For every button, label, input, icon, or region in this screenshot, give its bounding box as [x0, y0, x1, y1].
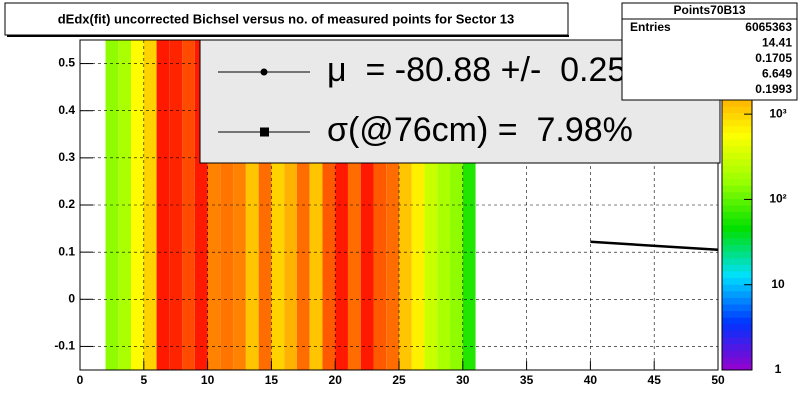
stats-title: Points70B13 [673, 3, 745, 17]
color-bar-step [722, 323, 752, 331]
y-tick-label: 0.1 [58, 244, 75, 258]
x-tick-label: 40 [584, 373, 598, 387]
color-bar-step [722, 251, 752, 259]
color-bar-step [722, 284, 752, 292]
color-bar-step [722, 218, 752, 226]
legend-marker [260, 68, 268, 76]
color-bar-step [722, 231, 752, 239]
color-bar-step [722, 132, 752, 140]
x-tick-label: 50 [711, 373, 725, 387]
color-bar-step [722, 172, 752, 180]
fit-line [590, 240, 719, 252]
color-bar-step [722, 112, 752, 120]
y-tick-label: 0.4 [58, 103, 75, 117]
x-tick-label: 10 [201, 373, 215, 387]
heatmap-cell [156, 40, 170, 370]
color-bar-step [722, 363, 752, 371]
color-bar-step [722, 264, 752, 272]
y-tick-label: 0.3 [58, 150, 75, 164]
color-bar-step [722, 139, 752, 147]
heatmap-cell [169, 40, 183, 370]
color-bar-step [722, 119, 752, 127]
color-bar-step [722, 125, 752, 133]
legend-marker [260, 127, 269, 137]
z-tick-label: 10² [769, 192, 786, 206]
color-bar-step [722, 106, 752, 114]
y-tick-label: -0.1 [54, 339, 75, 353]
color-bar-step [722, 277, 752, 285]
z-tick-label: 10 [771, 277, 785, 291]
legend-label: μ = -80.88 +/- 0.25 % [327, 51, 666, 89]
color-bar-step [722, 211, 752, 219]
color-bar-step [722, 158, 752, 166]
x-tick-label: 45 [648, 373, 662, 387]
x-tick-label: 5 [140, 373, 147, 387]
heatmap-cell [131, 40, 144, 370]
color-bar-step [722, 224, 752, 232]
color-bar-step [722, 271, 752, 279]
stats-label: Entries [630, 20, 671, 34]
stats-value: 0.1705 [755, 51, 792, 65]
color-bar-step [722, 178, 752, 186]
color-bar-step [722, 257, 752, 265]
color-bar-step [722, 304, 752, 312]
color-bar-step [722, 165, 752, 173]
color-bar-step [722, 337, 752, 345]
heatmap-cell [143, 40, 157, 370]
color-bar-step [722, 205, 752, 213]
color-bar-step [722, 290, 752, 298]
stats-value: 0.1993 [755, 82, 792, 96]
color-bar-step [722, 145, 752, 153]
color-bar-step [722, 185, 752, 193]
chart-title: dEdx(fit) uncorrected Bichsel versus no.… [58, 11, 515, 26]
stats-value: 6065363 [745, 20, 792, 34]
x-tick-label: 35 [520, 373, 534, 387]
color-bar-step [722, 99, 752, 107]
color-bar-step [722, 238, 752, 246]
color-bar-step [722, 152, 752, 160]
color-bar-step [722, 198, 752, 206]
stats-value: 6.649 [762, 67, 792, 81]
x-tick-label: 0 [77, 373, 84, 387]
y-tick-label: 0 [68, 291, 75, 305]
color-bar-step [722, 297, 752, 305]
color-bar-step [722, 310, 752, 318]
x-tick-label: 25 [392, 373, 406, 387]
stats-value: 14.41 [762, 36, 792, 50]
color-bar-step [722, 330, 752, 338]
title-box [4, 2, 569, 36]
z-tick-label: 1 [775, 362, 782, 376]
x-tick-label: 15 [265, 373, 279, 387]
color-bar-step [722, 356, 752, 364]
y-tick-label: 0.2 [58, 197, 75, 211]
legend-label: σ(@76cm) = 7.98% [327, 111, 633, 149]
x-tick-label: 20 [329, 373, 343, 387]
y-tick-label: 0.5 [58, 56, 75, 70]
color-bar-step [722, 343, 752, 351]
color-bar-step [722, 350, 752, 358]
color-bar-step [722, 191, 752, 199]
x-tick-label: 30 [456, 373, 470, 387]
z-tick-label: 10³ [769, 106, 786, 120]
color-bar-step [722, 317, 752, 325]
color-bar-step [722, 244, 752, 252]
